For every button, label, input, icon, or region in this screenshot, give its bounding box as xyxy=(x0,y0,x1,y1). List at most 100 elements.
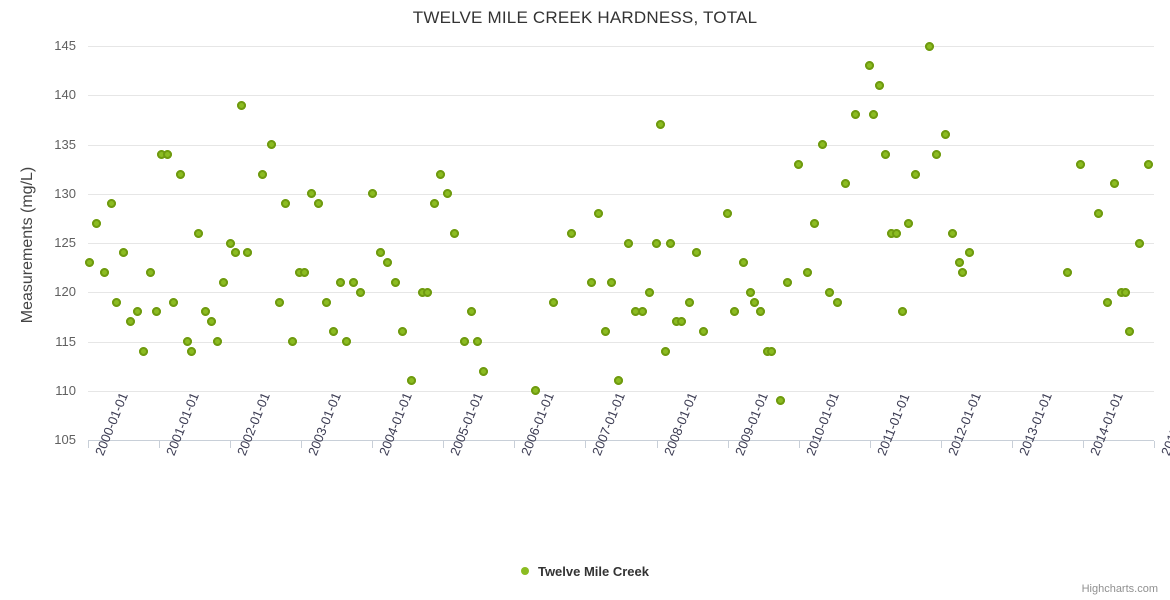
scatter-point[interactable] xyxy=(133,307,143,317)
scatter-point[interactable] xyxy=(809,218,819,228)
scatter-point[interactable] xyxy=(460,337,470,346)
scatter-point[interactable] xyxy=(755,307,765,317)
scatter-point[interactable] xyxy=(1143,159,1153,169)
scatter-point[interactable] xyxy=(869,110,879,120)
scatter-point[interactable] xyxy=(187,346,197,356)
scatter-point[interactable] xyxy=(903,218,913,228)
scatter-point[interactable] xyxy=(356,287,366,297)
scatter-point[interactable] xyxy=(566,228,576,238)
scatter-point[interactable] xyxy=(266,140,276,149)
scatter-point[interactable] xyxy=(225,238,235,248)
scatter-point[interactable] xyxy=(391,277,401,287)
scatter-point[interactable] xyxy=(910,169,920,179)
scatter-point[interactable] xyxy=(182,337,192,346)
scatter-point[interactable] xyxy=(300,268,310,278)
scatter-point[interactable] xyxy=(478,366,488,376)
credits-label[interactable]: Highcharts.com xyxy=(1081,583,1158,595)
scatter-point[interactable] xyxy=(119,248,129,258)
scatter-point[interactable] xyxy=(329,327,339,337)
scatter-point[interactable] xyxy=(691,248,701,258)
scatter-point[interactable] xyxy=(886,228,896,238)
scatter-point[interactable] xyxy=(450,228,460,238)
scatter-point[interactable] xyxy=(865,61,875,71)
scatter-point[interactable] xyxy=(586,277,596,287)
scatter-point[interactable] xyxy=(406,376,416,386)
scatter-point[interactable] xyxy=(698,327,708,337)
scatter-point[interactable] xyxy=(880,149,890,159)
scatter-point[interactable] xyxy=(126,317,136,327)
scatter-point[interactable] xyxy=(671,317,681,327)
scatter-point[interactable] xyxy=(201,307,211,317)
scatter-point[interactable] xyxy=(336,277,346,287)
scatter-point[interactable] xyxy=(947,228,957,238)
scatter-point[interactable] xyxy=(237,100,246,110)
scatter-point[interactable] xyxy=(644,287,654,297)
scatter-point[interactable] xyxy=(146,268,156,278)
scatter-point[interactable] xyxy=(106,199,116,209)
scatter-point[interactable] xyxy=(897,307,907,317)
scatter-point[interactable] xyxy=(940,130,950,140)
scatter-point[interactable] xyxy=(1121,287,1131,297)
scatter-point[interactable] xyxy=(367,189,377,199)
scatter-point[interactable] xyxy=(417,287,427,297)
scatter-point[interactable] xyxy=(767,346,777,356)
scatter-point[interactable] xyxy=(322,297,332,307)
scatter-point[interactable] xyxy=(851,110,861,120)
scatter-point[interactable] xyxy=(423,287,433,297)
scatter-point[interactable] xyxy=(932,149,942,159)
scatter-point[interactable] xyxy=(676,317,686,327)
scatter-point[interactable] xyxy=(775,396,785,406)
scatter-point[interactable] xyxy=(1125,327,1135,337)
scatter-point[interactable] xyxy=(194,228,204,238)
scatter-point[interactable] xyxy=(163,149,173,159)
scatter-point[interactable] xyxy=(288,337,298,346)
scatter-point[interactable] xyxy=(593,208,603,218)
scatter-point[interactable] xyxy=(957,268,967,278)
scatter-point[interactable] xyxy=(151,307,161,317)
scatter-point[interactable] xyxy=(258,169,268,179)
scatter-point[interactable] xyxy=(111,297,121,307)
scatter-point[interactable] xyxy=(313,199,323,209)
scatter-point[interactable] xyxy=(738,258,748,268)
scatter-point[interactable] xyxy=(841,179,851,189)
scatter-point[interactable] xyxy=(660,346,670,356)
scatter-point[interactable] xyxy=(802,268,812,278)
scatter-point[interactable] xyxy=(750,297,760,307)
scatter-point[interactable] xyxy=(548,297,558,307)
scatter-point[interactable] xyxy=(652,238,662,248)
scatter-point[interactable] xyxy=(782,277,792,287)
scatter-point[interactable] xyxy=(349,277,359,287)
scatter-point[interactable] xyxy=(342,337,352,346)
scatter-point[interactable] xyxy=(243,248,253,258)
scatter-point[interactable] xyxy=(666,238,676,248)
scatter-point[interactable] xyxy=(794,159,804,169)
scatter-point[interactable] xyxy=(531,386,541,396)
legend[interactable]: Twelve Mile Creek xyxy=(0,563,1170,579)
scatter-point[interactable] xyxy=(892,228,902,238)
scatter-point[interactable] xyxy=(818,140,828,149)
scatter-point[interactable] xyxy=(467,307,477,317)
scatter-point[interactable] xyxy=(138,346,148,356)
scatter-point[interactable] xyxy=(745,287,755,297)
scatter-point[interactable] xyxy=(723,208,733,218)
scatter-point[interactable] xyxy=(684,297,694,307)
scatter-point[interactable] xyxy=(398,327,408,337)
scatter-point[interactable] xyxy=(156,149,166,159)
scatter-point[interactable] xyxy=(207,317,217,327)
scatter-point[interactable] xyxy=(637,307,647,317)
scatter-point[interactable] xyxy=(84,258,94,268)
scatter-point[interactable] xyxy=(954,258,964,268)
scatter-point[interactable] xyxy=(1062,268,1072,278)
scatter-point[interactable] xyxy=(435,169,445,179)
scatter-point[interactable] xyxy=(964,248,974,258)
scatter-point[interactable] xyxy=(306,189,316,199)
scatter-point[interactable] xyxy=(443,189,453,199)
scatter-point[interactable] xyxy=(1094,208,1104,218)
scatter-point[interactable] xyxy=(218,277,228,287)
scatter-point[interactable] xyxy=(376,248,386,258)
scatter-point[interactable] xyxy=(825,287,835,297)
scatter-point[interactable] xyxy=(1075,159,1085,169)
scatter-point[interactable] xyxy=(168,297,178,307)
scatter-point[interactable] xyxy=(212,337,222,346)
scatter-point[interactable] xyxy=(175,169,185,179)
